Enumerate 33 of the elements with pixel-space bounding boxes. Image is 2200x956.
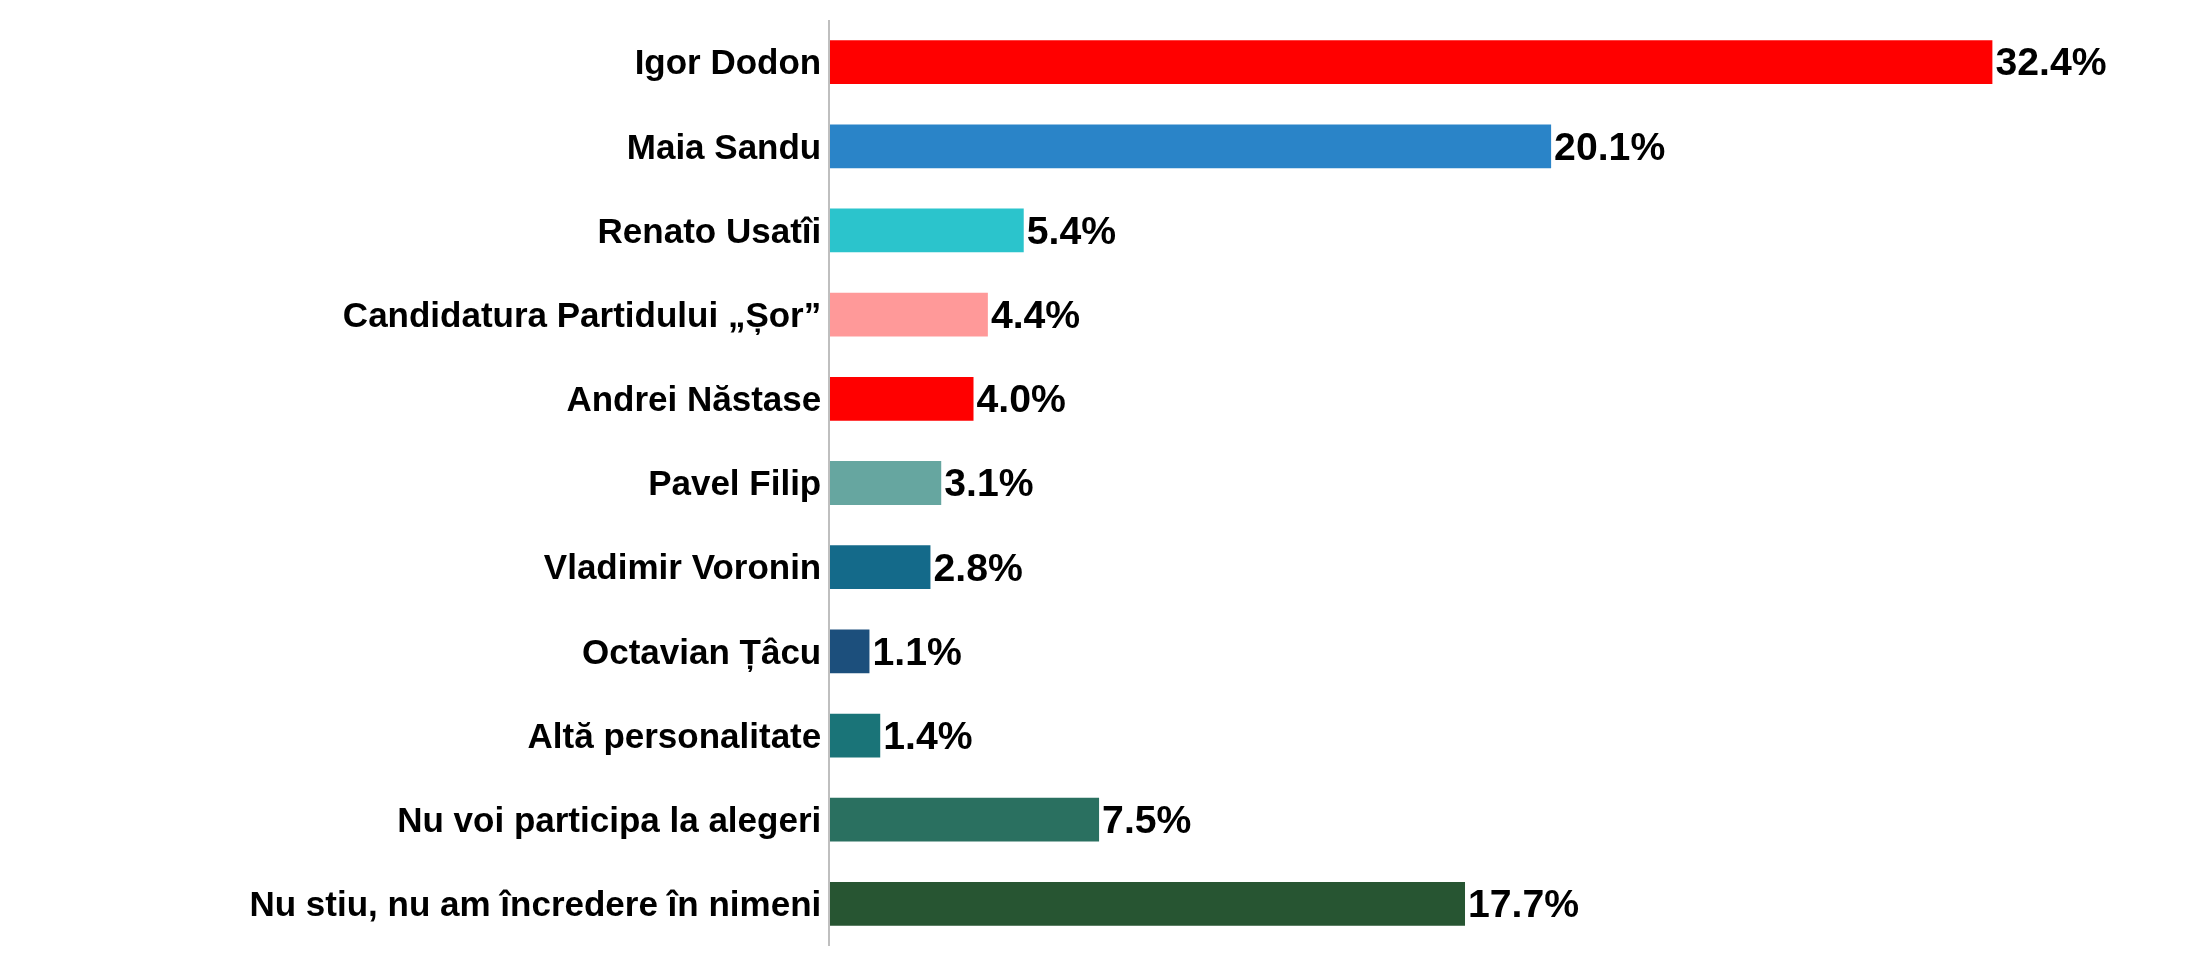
y-tick-label: Candidatura Partidului „Șor”: [342, 294, 822, 335]
data-label: 7.5%: [1102, 798, 1192, 842]
y-tick-label: Nu voi participa la alegeri: [397, 799, 822, 839]
data-label: 20.1%: [1554, 124, 1666, 168]
bar: [830, 797, 1100, 842]
bar: [830, 629, 870, 674]
bar: [830, 882, 1466, 926]
y-tick-label: Altă personalitate: [527, 715, 822, 755]
y-tick-label: Vladimir Voronin: [543, 547, 822, 587]
bar: [830, 40, 1993, 84]
data-label: 5.4%: [1026, 208, 1117, 252]
data-label: 1.1%: [872, 629, 962, 673]
data-label: 2.8%: [933, 545, 1023, 589]
y-tick-label: Andrei Năstase: [566, 379, 822, 419]
data-label: 3.1%: [944, 461, 1034, 505]
data-label: 17.7%: [1468, 882, 1580, 926]
y-tick-label: Renato Usatîi: [597, 210, 822, 250]
data-label: 32.4%: [1995, 40, 2107, 84]
y-tick-label: Igor Dodon: [634, 42, 822, 82]
bar: [830, 461, 942, 505]
y-tick-label: Pavel Filip: [648, 463, 822, 503]
y-tick-label: Nu stiu, nu am încredere în nimeni: [249, 884, 822, 924]
data-label: 1.4%: [883, 713, 973, 757]
bar: [830, 208, 1024, 253]
bar: [830, 376, 974, 421]
y-tick-label: Maia Sandu: [626, 126, 822, 166]
data-label: 4.4%: [990, 293, 1081, 337]
bar: [830, 713, 881, 758]
y-tick-label: Octavian Țâcu: [581, 631, 822, 672]
bar: [830, 124, 1552, 169]
bar: [830, 292, 988, 337]
data-label: 4.0%: [976, 377, 1066, 421]
bar: [830, 545, 931, 590]
